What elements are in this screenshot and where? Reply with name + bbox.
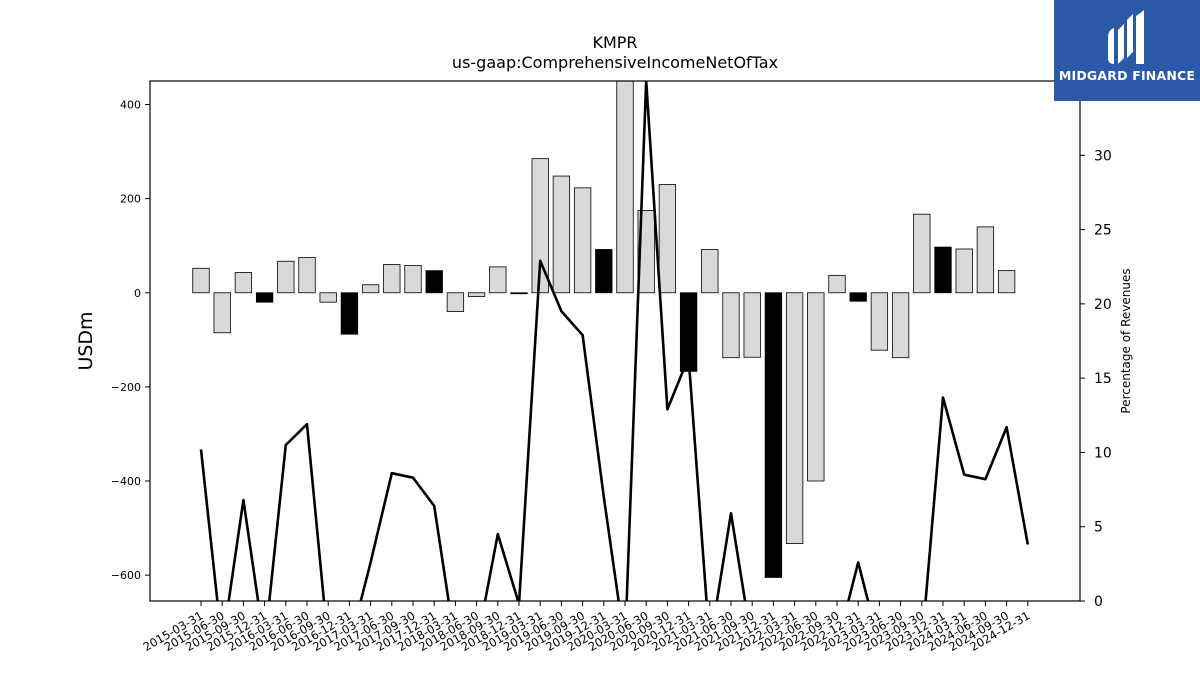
midgard-logo-icon bbox=[1108, 10, 1144, 64]
bar-2023-03-31 bbox=[870, 292, 889, 351]
bar-2019-12-31 bbox=[595, 249, 613, 294]
bar-2024-09-30 bbox=[997, 270, 1016, 294]
y2-tick-label: 5 bbox=[1094, 520, 1103, 536]
x-axis: 2015-03-312015-06-302015-09-302015-12-31… bbox=[141, 601, 1032, 654]
chart-title: KMPR bbox=[592, 33, 637, 52]
bar-2020-06-30 bbox=[637, 210, 655, 294]
bar-2018-03-31 bbox=[446, 292, 465, 312]
bar-2021-09-30 bbox=[743, 292, 761, 358]
y-tick-label: 400 bbox=[120, 99, 141, 112]
y-axis-label: USDm bbox=[75, 311, 97, 370]
percentage-line bbox=[199, 81, 1030, 601]
bar-2019-09-30 bbox=[573, 187, 592, 294]
y-axis: −600 −400 −200 0 200 400 bbox=[111, 99, 150, 582]
bar-2024-03-31 bbox=[955, 248, 973, 294]
bar-2016-03-31 bbox=[277, 260, 295, 294]
bar-2017-12-31 bbox=[425, 270, 443, 294]
y-tick-label: 0 bbox=[134, 287, 141, 300]
y-tick-label: −400 bbox=[111, 475, 141, 488]
bar-2022-12-31 bbox=[849, 292, 867, 302]
bar-2018-12-31 bbox=[510, 292, 528, 295]
y-tick-label: 200 bbox=[120, 193, 141, 206]
brand-name: MIDGARD FINANCE bbox=[1058, 68, 1196, 83]
bar-2016-12-31 bbox=[340, 292, 359, 335]
bar-2017-06-30 bbox=[383, 264, 401, 294]
y2-axis-label: Percentage of Revenues bbox=[1119, 268, 1133, 413]
bar-2016-06-30 bbox=[298, 257, 316, 294]
bar-2022-09-30 bbox=[828, 274, 846, 294]
chart-subtitle: us-gaap:ComprehensiveIncomeNetOfTax bbox=[452, 53, 778, 72]
y2-tick-label: 20 bbox=[1094, 297, 1112, 313]
bar-2017-09-30 bbox=[404, 265, 422, 294]
bar-2021-06-30 bbox=[722, 292, 740, 359]
bar-2015-03-31 bbox=[192, 267, 210, 294]
y-tick-label: −600 bbox=[111, 569, 141, 582]
y2-tick-label: 15 bbox=[1094, 371, 1112, 387]
bar-2023-09-30 bbox=[913, 213, 931, 294]
y2-tick-label: 0 bbox=[1094, 594, 1103, 610]
bar-2017-03-31 bbox=[361, 284, 380, 294]
bar-2015-06-30 bbox=[213, 292, 231, 334]
bar-2023-06-30 bbox=[891, 292, 910, 359]
bar-2020-03-31 bbox=[616, 81, 634, 294]
bar-2021-03-31 bbox=[701, 249, 719, 294]
brand-logo: MIDGARD FINANCE bbox=[1054, 0, 1200, 101]
bar-2016-09-30 bbox=[319, 292, 337, 303]
bar-2019-06-30 bbox=[552, 175, 571, 294]
bar-2021-12-31 bbox=[764, 292, 783, 578]
y2-tick-label: 30 bbox=[1094, 148, 1112, 164]
bar-2023-12-31 bbox=[934, 246, 952, 294]
bar-2022-03-31 bbox=[785, 292, 804, 544]
bar-2018-09-30 bbox=[489, 266, 507, 294]
y2-tick-label: 10 bbox=[1094, 445, 1112, 461]
plot-frame bbox=[149, 80, 1081, 602]
bar-2018-06-30 bbox=[467, 292, 486, 297]
bar-2015-12-31 bbox=[255, 292, 274, 303]
bar-2015-09-30 bbox=[234, 272, 253, 294]
line-series bbox=[199, 81, 1030, 601]
y-tick-label: −200 bbox=[111, 381, 141, 394]
bar-2019-03-31 bbox=[531, 158, 549, 294]
bar-2020-09-30 bbox=[658, 184, 677, 294]
bar-2024-06-30 bbox=[976, 226, 995, 294]
bar-2022-06-30 bbox=[807, 292, 825, 482]
bar-series bbox=[192, 81, 1016, 578]
y2-axis: 0 5 10 15 20 25 30 bbox=[1080, 148, 1112, 610]
y2-tick-label: 25 bbox=[1094, 223, 1112, 239]
